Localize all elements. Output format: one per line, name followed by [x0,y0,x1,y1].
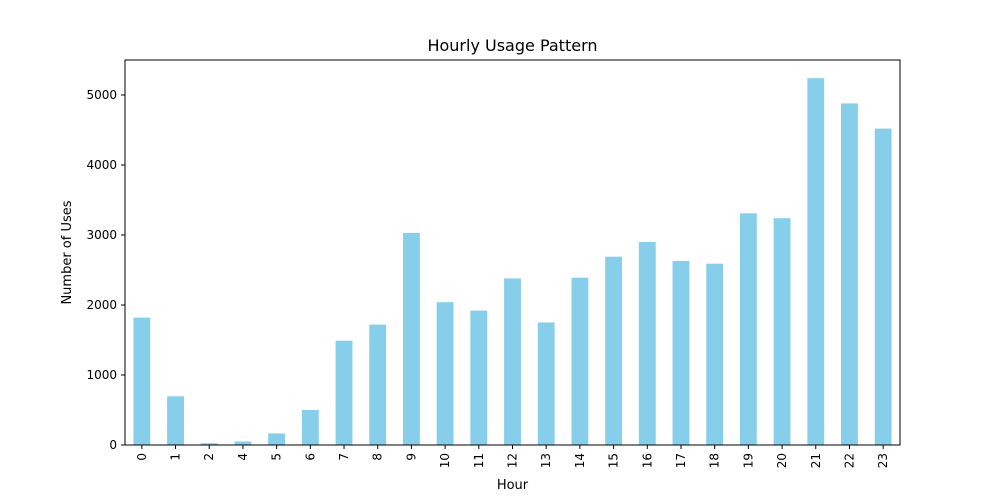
plot-frame [124,59,901,446]
bar-hour-10 [436,302,454,445]
x-tick-label: 12 [506,453,520,468]
bar-hour-12 [504,278,521,445]
y-tick-label: 3000 [86,228,117,242]
bar-hour-11 [470,310,488,445]
bar-hour-13 [537,322,555,445]
bar-hour-8 [369,324,387,445]
x-tick-label: 9 [404,453,418,461]
x-tick-label: 15 [607,453,621,468]
ticks-layer: 0 1 2 4 5 6 7 8 9 10 11 12 13 14 15 16 17 18 19 20 21 22 23010… [86,88,890,468]
bar-hour-4 [234,441,252,445]
bar-hour-19 [739,213,757,445]
y-tick-label: 4000 [86,158,117,172]
bar-hour-14 [571,277,589,445]
y-tick-label: 2000 [86,298,117,312]
bar-hour-20 [773,218,791,445]
x-tick-label: 18 [708,453,722,468]
y-axis-label: Number of Uses [60,200,75,304]
x-tick-label: 22 [842,453,856,468]
bar-hour-0 [133,317,151,445]
bar-hour-7 [335,340,353,445]
x-tick-label: 2 [202,453,216,461]
bar-hour-22 [841,103,858,446]
chart-title: Hourly Usage Pattern [427,36,597,55]
bar-hour-15 [605,256,623,445]
bar-hour-16 [638,242,656,445]
x-tick-label: 10 [438,453,452,468]
x-tick-label: 7 [337,453,351,461]
x-tick-label: 8 [371,453,385,461]
x-tick-label: 17 [674,453,688,468]
y-tick-label: 0 [109,438,117,452]
bar-hour-5 [268,433,286,445]
x-tick-label: 19 [741,453,755,468]
x-tick-label: 20 [775,453,789,468]
x-tick-label: 1 [169,453,183,461]
x-tick-label: 4 [236,453,250,461]
bar-hour-18 [706,263,724,445]
x-tick-label: 21 [809,453,823,468]
x-tick-label: 6 [303,453,317,461]
bar-hour-23 [874,128,892,445]
y-tick-label: 1000 [86,368,117,382]
x-tick-label: 16 [640,453,654,468]
x-tick-label: 0 [135,453,149,461]
bar-hour-2 [200,443,218,445]
x-tick-label: 11 [472,453,486,468]
x-tick-label: 13 [539,453,553,468]
x-tick-label: 23 [876,453,890,468]
bar-hour-21 [807,78,825,445]
x-axis-label: Hour [497,478,529,493]
bar-hour-1 [167,396,184,445]
bar-hour-17 [672,260,690,445]
bars-layer [133,78,892,446]
x-tick-label: 14 [573,453,587,468]
y-tick-label: 5000 [86,88,117,102]
bar-hour-9 [402,232,420,445]
bar-hour-6 [301,410,319,445]
x-tick-label: 5 [270,453,284,461]
